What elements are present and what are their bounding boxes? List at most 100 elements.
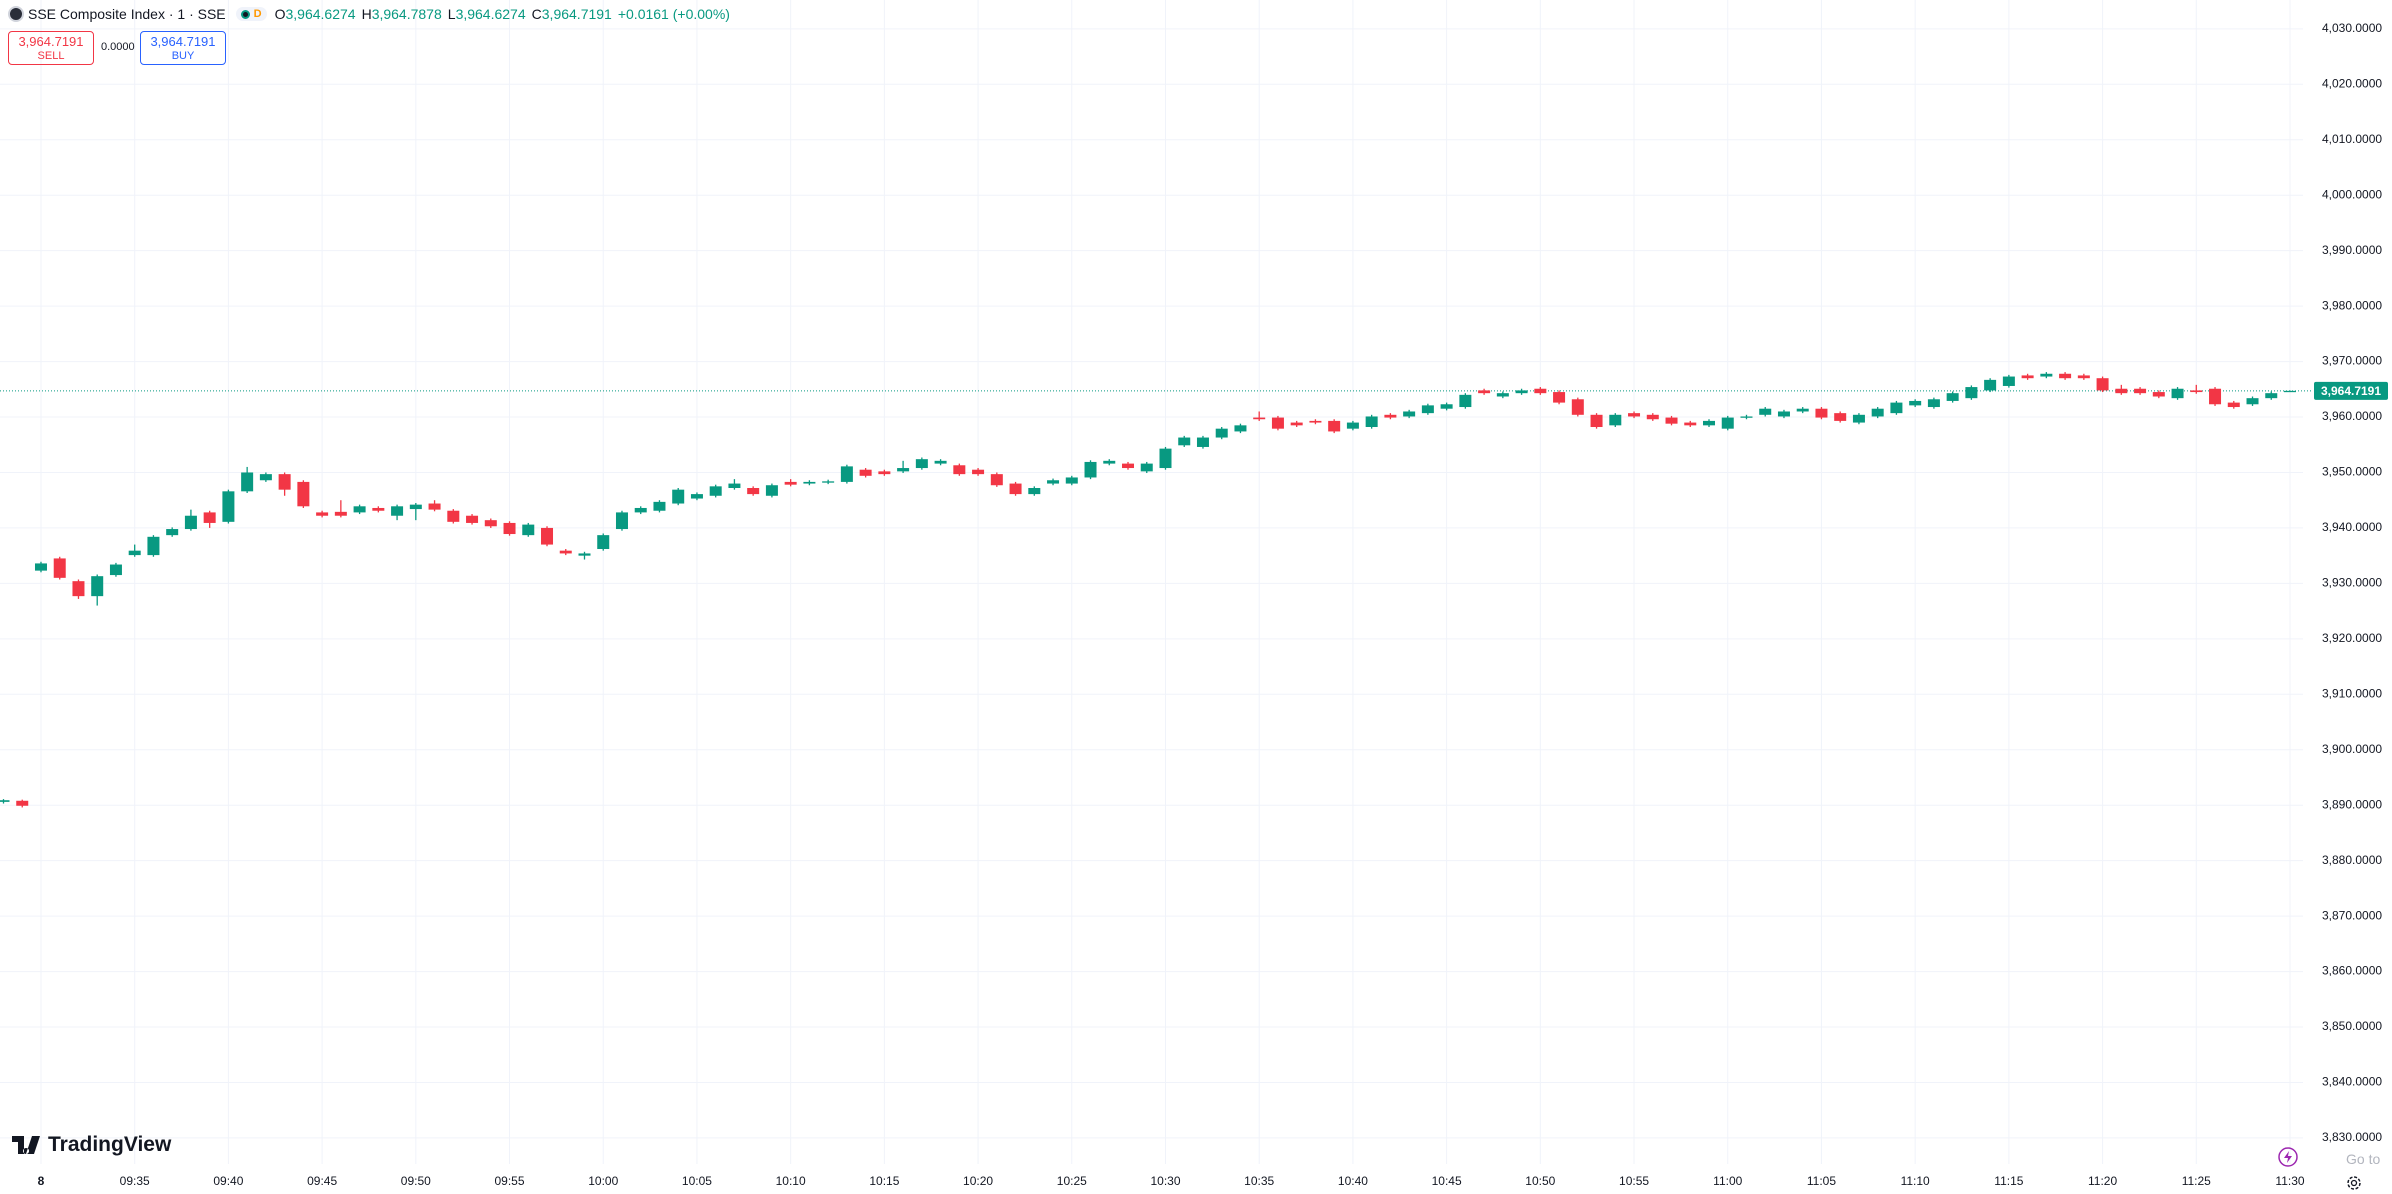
candle-body xyxy=(1927,399,1940,408)
candle-body xyxy=(1796,408,1809,412)
y-tick-label: 3,900.0000 xyxy=(2322,742,2382,756)
high-label: H xyxy=(361,6,372,22)
y-tick-label: 3,980.0000 xyxy=(2322,298,2382,312)
candle-body xyxy=(1421,405,1434,414)
legend-header: SSE Composite Index · 1 · SSE D O 3,964.6… xyxy=(8,6,736,22)
candle-body xyxy=(690,494,703,499)
y-tick-label: 3,880.0000 xyxy=(2322,853,2382,867)
x-tick-label: 11:10 xyxy=(1901,1174,1930,1188)
candle-body xyxy=(1815,408,1828,418)
x-tick-label: 10:25 xyxy=(1057,1174,1087,1188)
sell-label: SELL xyxy=(37,50,65,62)
logo-icon xyxy=(12,1136,40,1154)
x-tick-label: 09:35 xyxy=(120,1174,150,1188)
x-tick-label: 11:15 xyxy=(1994,1174,2023,1188)
candle-body xyxy=(1159,448,1172,469)
candle-body xyxy=(653,501,666,511)
symbol-icon xyxy=(8,6,24,22)
candle-body xyxy=(503,522,516,535)
candle-body xyxy=(541,527,554,545)
candle-body xyxy=(16,800,29,806)
x-tick-label: 10:10 xyxy=(776,1174,806,1188)
low-value: 3,964.6274 xyxy=(455,6,526,22)
candle-body xyxy=(1703,420,1716,426)
candle-body xyxy=(353,506,366,513)
candle-body xyxy=(1984,379,1997,391)
candle-body xyxy=(803,481,816,484)
x-tick-label: 10:40 xyxy=(1338,1174,1368,1188)
candle-body xyxy=(1028,488,1041,495)
candle-body xyxy=(2115,388,2128,394)
candle-body xyxy=(278,474,291,490)
symbol-title[interactable]: SSE Composite Index · 1 · SSE xyxy=(28,6,226,22)
x-tick-label: 11:00 xyxy=(1713,1174,1742,1188)
y-tick-label: 4,020.0000 xyxy=(2322,76,2382,90)
x-tick-label: 11:20 xyxy=(2088,1174,2117,1188)
candle-body xyxy=(915,459,928,469)
candle-body xyxy=(597,535,610,550)
x-tick-label: 10:15 xyxy=(869,1174,899,1188)
candle-body xyxy=(2227,402,2240,408)
candle-body xyxy=(2171,388,2184,399)
x-tick-label: 10:30 xyxy=(1150,1174,1180,1188)
candle-body xyxy=(1665,417,1678,424)
flash-icon[interactable] xyxy=(2277,1146,2299,1168)
candle-body xyxy=(1609,414,1622,426)
candle-body xyxy=(1646,414,1659,420)
candle-body xyxy=(972,469,985,475)
settings-icon[interactable] xyxy=(2345,1174,2363,1192)
candle-body xyxy=(1215,428,1228,438)
candle-body xyxy=(1103,460,1116,464)
candle-body xyxy=(1196,437,1209,447)
y-tick-label: 4,010.0000 xyxy=(2322,132,2382,146)
candle-body xyxy=(1590,414,1603,428)
candle-body xyxy=(1852,414,1865,423)
candle-body xyxy=(1496,393,1509,397)
change-value: +0.0161 (+0.00%) xyxy=(617,6,730,22)
y-tick-label: 3,910.0000 xyxy=(2322,686,2382,700)
candle-body xyxy=(672,489,685,504)
candle-body xyxy=(91,576,104,597)
go-to-date[interactable]: Go to xyxy=(2346,1151,2381,1167)
candle-body xyxy=(1834,413,1847,421)
candle-body xyxy=(765,485,778,496)
candle-body xyxy=(2152,392,2165,397)
candle-body xyxy=(2246,398,2259,405)
candle-body xyxy=(1140,463,1153,472)
candle-body xyxy=(184,515,197,530)
buy-price: 3,964.7191 xyxy=(150,34,216,49)
status-pill[interactable]: D xyxy=(235,7,267,21)
candle-body xyxy=(1271,417,1284,429)
candle-body xyxy=(1777,411,1790,417)
low-label: L xyxy=(447,6,456,22)
candle-body xyxy=(634,507,647,513)
y-tick-label: 3,850.0000 xyxy=(2322,1019,2382,1033)
candle-body xyxy=(1384,414,1397,418)
candle-body xyxy=(1047,480,1060,484)
candle-body xyxy=(2134,388,2147,394)
candle-body xyxy=(1065,477,1078,484)
open-value: 3,964.6274 xyxy=(285,6,356,22)
candle-body xyxy=(728,483,741,489)
candle-body xyxy=(522,524,535,536)
candle-body xyxy=(1253,417,1266,420)
logo[interactable]: TradingView xyxy=(12,1133,171,1157)
candle-body xyxy=(1459,394,1472,408)
candle-body xyxy=(1684,422,1697,426)
buy-button[interactable]: 3,964.7191 BUY xyxy=(140,31,226,65)
sell-button[interactable]: 3,964.7191 SELL xyxy=(8,31,94,65)
candle-body xyxy=(1122,463,1135,469)
x-tick-label: 10:45 xyxy=(1432,1174,1462,1188)
candle-body xyxy=(747,488,760,495)
candle-body xyxy=(1328,420,1341,432)
candle-body xyxy=(203,512,216,523)
candle-body xyxy=(72,581,85,597)
y-tick-label: 3,940.0000 xyxy=(2322,520,2382,534)
candle-body xyxy=(1309,420,1322,423)
candle-body xyxy=(391,506,404,516)
close-label: C xyxy=(531,6,542,22)
candle-body xyxy=(990,474,1003,486)
candle-body xyxy=(1909,400,1922,406)
logo-text: TradingView xyxy=(48,1133,172,1156)
candle-body xyxy=(2040,373,2053,377)
